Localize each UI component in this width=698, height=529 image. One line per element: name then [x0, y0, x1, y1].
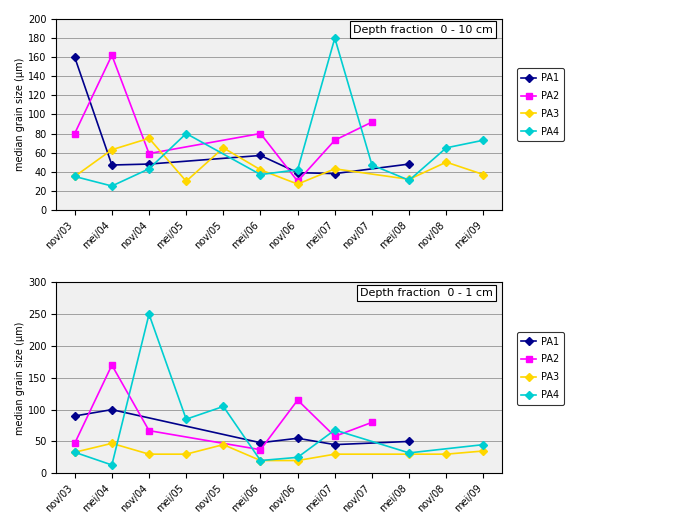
PA2: [256, 446, 265, 453]
Text: Depth fraction  0 - 1 cm: Depth fraction 0 - 1 cm: [360, 288, 493, 298]
Legend: PA1, PA2, PA3, PA4: PA1, PA2, PA3, PA4: [517, 68, 564, 141]
PA3: [70, 174, 79, 180]
PA1: [405, 161, 413, 167]
Legend: PA1, PA2, PA3, PA4: PA1, PA2, PA3, PA4: [517, 332, 564, 405]
PA2: [144, 150, 153, 157]
PA4: [182, 130, 191, 136]
Text: Depth fraction  0 - 10 cm: Depth fraction 0 - 10 cm: [353, 25, 493, 35]
PA2: [293, 397, 302, 403]
PA4: [256, 171, 265, 178]
PA3: [442, 159, 450, 166]
PA2: [331, 137, 339, 143]
PA4: [405, 450, 413, 456]
PA4: [70, 174, 79, 180]
Line: PA2: PA2: [72, 362, 375, 452]
Line: PA2: PA2: [72, 52, 375, 184]
Line: PA1: PA1: [72, 54, 412, 176]
Line: PA3: PA3: [72, 441, 487, 463]
PA2: [107, 362, 116, 368]
PA2: [70, 440, 79, 446]
PA3: [219, 144, 228, 151]
PA3: [144, 135, 153, 141]
PA3: [107, 440, 116, 446]
PA4: [331, 35, 339, 41]
Line: PA3: PA3: [72, 135, 487, 187]
PA3: [182, 451, 191, 458]
Y-axis label: median grain size (µm): median grain size (µm): [15, 58, 25, 171]
PA4: [107, 183, 116, 189]
PA4: [144, 166, 153, 172]
PA2: [256, 130, 265, 136]
PA2: [293, 178, 302, 185]
PA4: [107, 462, 116, 468]
PA4: [144, 311, 153, 317]
PA1: [293, 435, 302, 441]
PA2: [368, 419, 376, 425]
PA3: [70, 449, 79, 455]
PA3: [219, 441, 228, 448]
PA3: [144, 451, 153, 458]
PA3: [331, 451, 339, 458]
PA3: [256, 458, 265, 464]
PA1: [293, 169, 302, 176]
PA1: [331, 170, 339, 177]
PA4: [256, 458, 265, 464]
PA4: [293, 167, 302, 173]
PA3: [405, 451, 413, 458]
PA2: [368, 119, 376, 125]
PA4: [182, 416, 191, 422]
PA3: [442, 451, 450, 458]
PA3: [256, 167, 265, 173]
PA3: [293, 181, 302, 187]
PA3: [107, 147, 116, 153]
PA4: [405, 177, 413, 184]
PA4: [331, 427, 339, 433]
PA3: [293, 458, 302, 464]
PA4: [70, 449, 79, 455]
PA1: [70, 413, 79, 419]
PA2: [107, 52, 116, 58]
Y-axis label: median grain size (µm): median grain size (µm): [15, 321, 25, 434]
PA3: [331, 166, 339, 172]
PA4: [219, 403, 228, 409]
PA4: [293, 454, 302, 461]
PA4: [480, 441, 488, 448]
PA1: [405, 438, 413, 444]
PA4: [442, 144, 450, 151]
PA2: [331, 433, 339, 440]
PA3: [480, 171, 488, 178]
PA1: [107, 406, 116, 413]
Line: PA4: PA4: [72, 312, 487, 468]
PA4: [368, 162, 376, 168]
Line: PA4: PA4: [72, 35, 487, 189]
PA3: [480, 448, 488, 454]
PA1: [256, 152, 265, 159]
PA1: [70, 54, 79, 60]
PA1: [144, 161, 153, 167]
PA3: [405, 176, 413, 183]
PA2: [70, 130, 79, 136]
PA2: [144, 427, 153, 434]
PA1: [256, 440, 265, 446]
Line: PA1: PA1: [72, 407, 412, 448]
PA1: [331, 441, 339, 448]
PA3: [182, 178, 191, 185]
PA1: [107, 162, 116, 168]
PA4: [480, 137, 488, 143]
